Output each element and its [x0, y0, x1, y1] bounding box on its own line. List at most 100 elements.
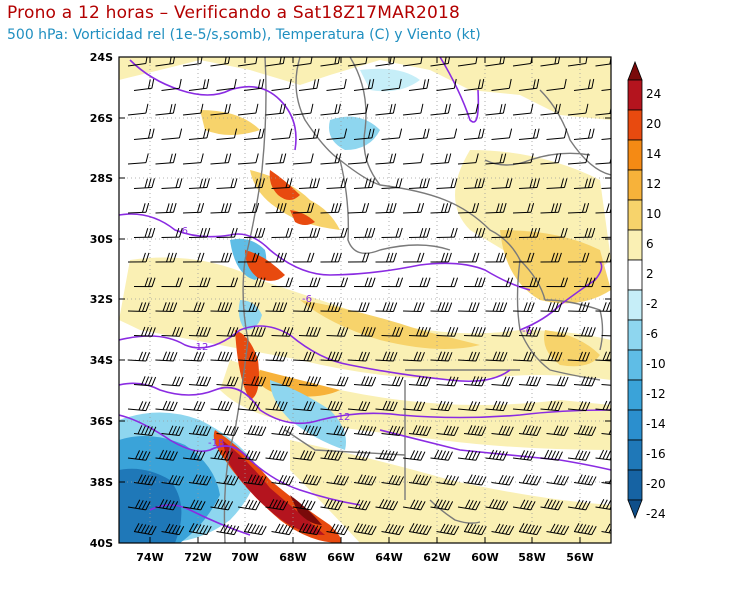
wind-barb — [491, 326, 514, 337]
wind-barb — [265, 103, 286, 116]
wind-barb — [573, 227, 596, 238]
wind-barb — [237, 401, 261, 412]
wind-barb — [408, 474, 432, 486]
wind-barb — [601, 523, 611, 536]
wind-barb — [182, 153, 204, 165]
wind-barb — [540, 103, 561, 116]
wind-barb — [540, 203, 562, 214]
wind-barb — [546, 277, 569, 288]
wind-barb — [381, 425, 404, 436]
wind-barb — [457, 401, 481, 412]
wind-barb — [182, 103, 204, 116]
wind-barb — [133, 227, 156, 238]
wind-barb — [271, 425, 294, 436]
lon-label: 56W — [566, 551, 593, 564]
wind-barb — [298, 474, 322, 486]
colorbar-label: -14 — [646, 417, 666, 431]
wind-barb — [320, 400, 343, 412]
country-borders — [223, 57, 611, 543]
wind-barb — [161, 178, 183, 189]
colorbar-bottom-arrow — [627, 499, 643, 520]
wind-barb — [573, 376, 597, 387]
wind-barb — [298, 227, 321, 238]
colorbar-swatch — [627, 229, 643, 261]
colorbar-label: 14 — [646, 147, 661, 161]
wind-barb — [430, 400, 453, 412]
wind-barb — [408, 523, 432, 536]
wind-barb — [347, 499, 371, 511]
wind-barb — [133, 128, 155, 140]
wind-barb — [182, 401, 206, 412]
wind-barb — [512, 499, 536, 511]
wind-barb — [573, 277, 596, 288]
wind-barb — [512, 153, 534, 165]
wind-barb — [155, 57, 176, 67]
wind-barb — [271, 474, 295, 486]
wind-barb — [347, 252, 370, 263]
wind-barb — [485, 57, 506, 67]
wind-barb — [243, 523, 267, 536]
wind-barb — [326, 376, 349, 387]
wind-barb — [320, 498, 344, 511]
wind-barb — [402, 203, 425, 214]
wind-barb — [381, 474, 405, 486]
wind-barb — [127, 203, 150, 214]
wind-barb — [188, 326, 211, 337]
wind-barb — [463, 277, 486, 288]
temp-label-6: -18 — [208, 438, 224, 449]
wind-barb — [408, 128, 430, 140]
colorbar-swatch — [627, 469, 643, 501]
wind-barb — [326, 178, 348, 189]
wind-barb — [353, 277, 376, 288]
wind-barb — [353, 376, 377, 387]
wind-barb — [320, 302, 343, 312]
latitude-labels: 24S 26S 28S 30S 32S 34S 36S 38S 40S — [90, 51, 113, 550]
wind-barb — [133, 78, 155, 91]
wind-barb — [243, 425, 267, 436]
wind-barb — [210, 449, 233, 461]
wind-barb — [155, 153, 177, 165]
wind-barb — [265, 153, 287, 165]
colorbar-swatch — [627, 289, 643, 321]
wind-barb — [518, 425, 542, 436]
axis-ticks — [119, 56, 611, 544]
wind-barb — [161, 277, 184, 288]
wind-barb — [463, 128, 485, 140]
wind-barb — [485, 302, 508, 312]
wind-barb — [491, 523, 515, 536]
wind-barb — [292, 203, 315, 214]
wind-barb — [381, 523, 405, 536]
lat-label: 24S — [90, 51, 113, 64]
wind-barb — [457, 499, 481, 511]
wind-barb — [161, 326, 184, 337]
colorbar-swatch — [627, 409, 643, 441]
wind-barb — [491, 78, 512, 91]
wind-barb — [292, 401, 316, 412]
wind-barb — [430, 57, 451, 67]
wind-barbs — [127, 57, 611, 536]
wind-barb — [540, 57, 561, 67]
wind-barb — [430, 252, 452, 263]
colorbar-label: -20 — [646, 477, 666, 491]
wind-barb — [353, 474, 377, 486]
wind-barb — [326, 78, 347, 91]
wind-barb — [353, 178, 375, 189]
wind-barb — [155, 103, 176, 116]
wind-barb — [408, 178, 430, 189]
wind-barb — [127, 57, 149, 67]
wind-barb — [402, 153, 424, 165]
wind-barb — [381, 227, 403, 238]
wind-barb — [210, 351, 233, 362]
temp-label-2: -6 — [302, 294, 312, 305]
wind-barb — [485, 449, 508, 461]
lat-label: 38S — [90, 476, 113, 489]
wind-barb — [210, 57, 231, 67]
wind-barb — [243, 474, 267, 486]
wind-barb — [546, 376, 569, 387]
wind-barb — [512, 401, 536, 412]
wind-barb — [436, 523, 460, 536]
wind-barb — [298, 326, 321, 337]
wind-barb — [326, 277, 349, 288]
wind-barb — [133, 376, 157, 387]
